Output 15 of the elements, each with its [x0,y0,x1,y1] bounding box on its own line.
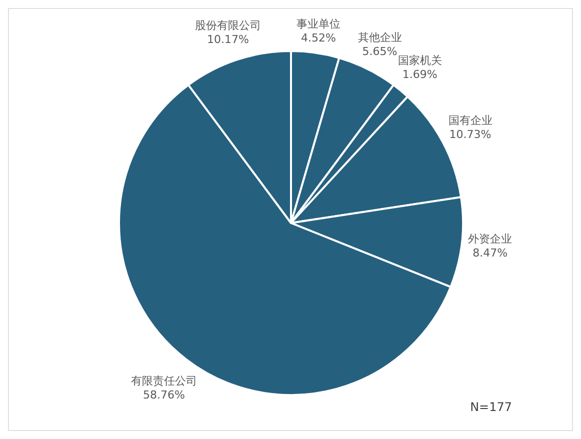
data-label: 10.17% [206,33,249,46]
data-label: 1.69% [402,68,438,82]
data-label: 58.76% [142,388,185,402]
slice-label: 外资企业 [468,232,512,246]
text: N=177 [470,400,512,414]
data-label: 4.52% [300,31,336,44]
slice-label: 其他企业 [358,31,402,44]
slice-label: 有限责任公司 [130,374,197,388]
data-label: 5.65% [362,45,398,58]
slice-label: 国有企业 [448,114,492,128]
data-label: 10.73% [449,128,492,142]
data-label: 8.47% [472,246,508,260]
slice-label: 股份有限公司 [194,19,261,32]
slice-label: 事业单位 [296,17,340,30]
slice-label: 国家机关 [398,54,442,68]
